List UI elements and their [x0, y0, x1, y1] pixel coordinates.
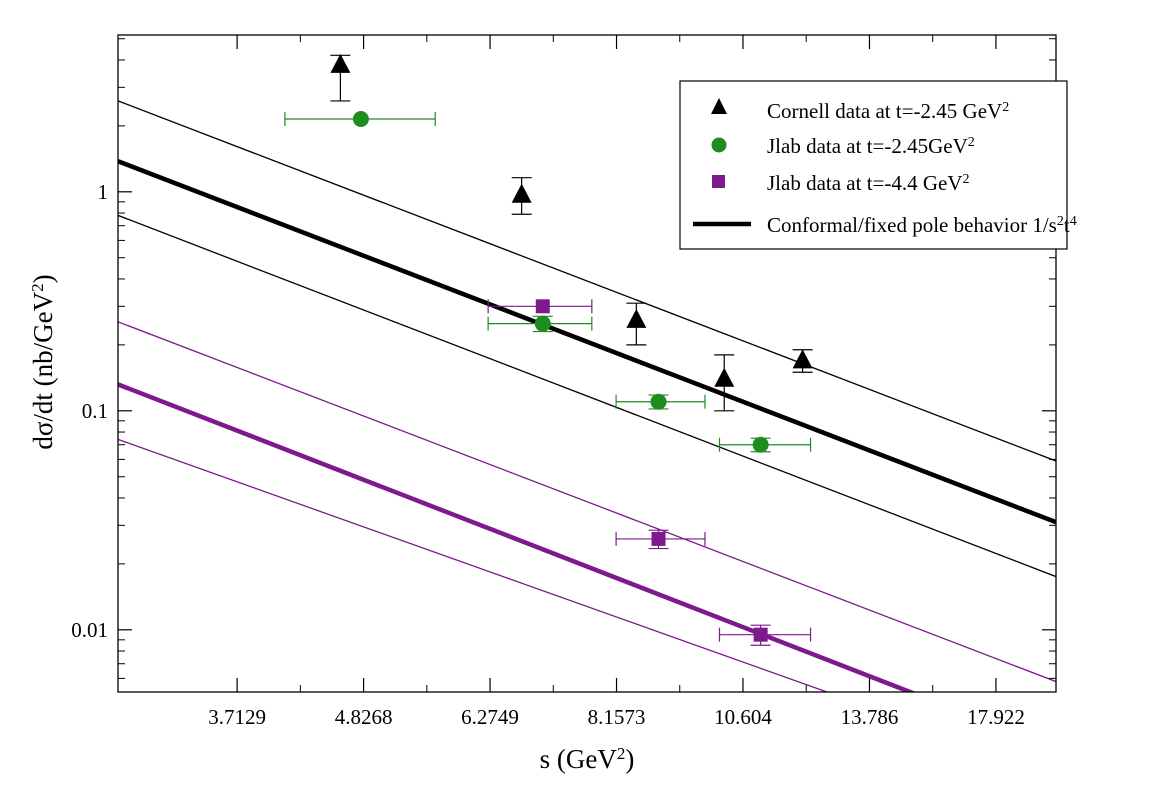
x-tick-label: 10.604	[714, 705, 772, 729]
fit-lines	[118, 100, 1056, 692]
legend-circle-marker	[711, 137, 727, 153]
x-tick-label: 13.786	[841, 705, 899, 729]
fit-line-0	[118, 159, 1056, 525]
fit-line-5	[118, 438, 829, 692]
legend: Cornell data at t=-2.45 GeV2 Jlab data a…	[679, 80, 1077, 250]
x-tick-label: 6.2749	[461, 705, 519, 729]
triangle-point	[714, 367, 735, 387]
fit-line-4	[118, 321, 1056, 683]
x-tick-label: 17.922	[967, 705, 1025, 729]
x-tick-label: 3.7129	[208, 705, 266, 729]
legend-label-jlab-44: Jlab data at t=-4.4 GeV2	[767, 171, 970, 195]
triangle-point	[330, 53, 351, 73]
fit-line-3	[118, 382, 917, 692]
y-axis-title: dσ/dt (nb/GeV2)	[28, 274, 59, 449]
data-points	[284, 53, 813, 646]
minor-ticks	[118, 35, 1056, 692]
square-point	[753, 627, 768, 642]
y-tick-label: 0.1	[82, 399, 108, 423]
circle-point	[352, 111, 369, 128]
legend-label-cornell: Cornell data at t=-2.45 GeV2	[767, 99, 1009, 123]
circle-point	[534, 315, 551, 332]
circle-point	[752, 436, 769, 453]
fit-line-1	[118, 100, 1056, 462]
triangle-point	[626, 308, 647, 328]
axis-ticks: 3.7129 4.8268 6.2749 8.1573 10.604 13.786 17.9…	[71, 35, 1056, 729]
square-point	[535, 299, 550, 314]
x-tick-label: 8.1573	[588, 705, 646, 729]
legend-square-marker	[712, 175, 725, 188]
y-tick-label: 0.01	[71, 618, 108, 642]
triangle-point	[792, 349, 813, 369]
square-point	[651, 531, 666, 546]
plot-frame	[117, 34, 1057, 693]
y-tick-label: 1	[98, 180, 109, 204]
legend-triangle-marker	[711, 98, 727, 114]
legend-label-conformal: Conformal/fixed pole behavior 1/s2t4	[767, 213, 1077, 237]
legend-box	[679, 80, 1068, 250]
triangle-point	[511, 183, 532, 203]
x-tick-label: 4.8268	[335, 705, 393, 729]
circle-point	[650, 393, 667, 410]
fit-line-2	[118, 214, 1056, 578]
legend-label-jlab-245: Jlab data at t=-2.45GeV2	[767, 134, 975, 158]
x-axis-title: s (GeV2)	[540, 744, 635, 775]
